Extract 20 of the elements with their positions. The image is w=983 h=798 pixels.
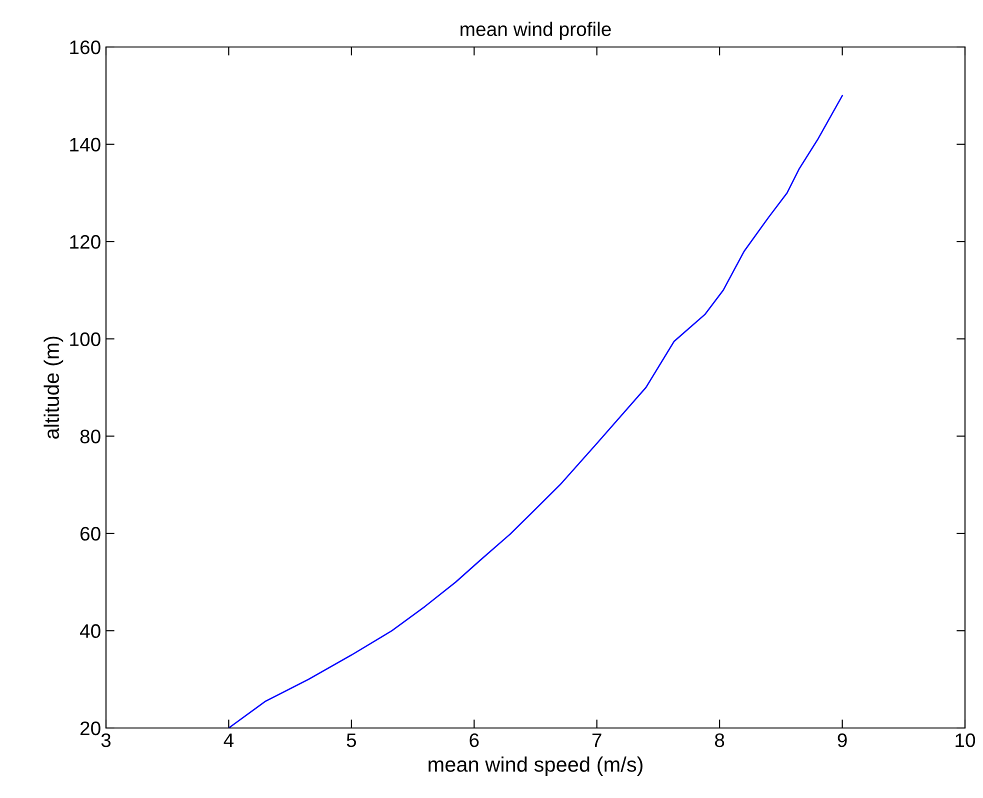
y-tick-label: 20 [80,721,100,736]
line-series [228,94,843,728]
x-tick-label: 5 [346,734,356,748]
y-tick-label: 40 [80,624,100,638]
x-tick-label: 4 [224,734,234,747]
x-axis-title: mean wind speed (m/s) [428,756,642,776]
y-axis-title: altitude (m) [44,336,64,439]
chart-title: mean wind profile [460,22,611,40]
y-tick-label: 80 [80,430,100,444]
x-tick-label: 9 [838,733,847,748]
y-tick-label: 160 [70,40,100,54]
x-tick-label: 3 [101,733,111,748]
x-tick-label: 8 [715,733,724,748]
x-tick-label: 7 [592,734,602,747]
x-tick-label: 10 [956,733,976,748]
y-tick-label: 100 [70,332,100,346]
x-tick-label: 6 [470,733,479,748]
y-tick-label: 60 [80,526,100,541]
y-tick-label: 120 [70,235,100,249]
y-tick-label: 140 [70,138,100,152]
